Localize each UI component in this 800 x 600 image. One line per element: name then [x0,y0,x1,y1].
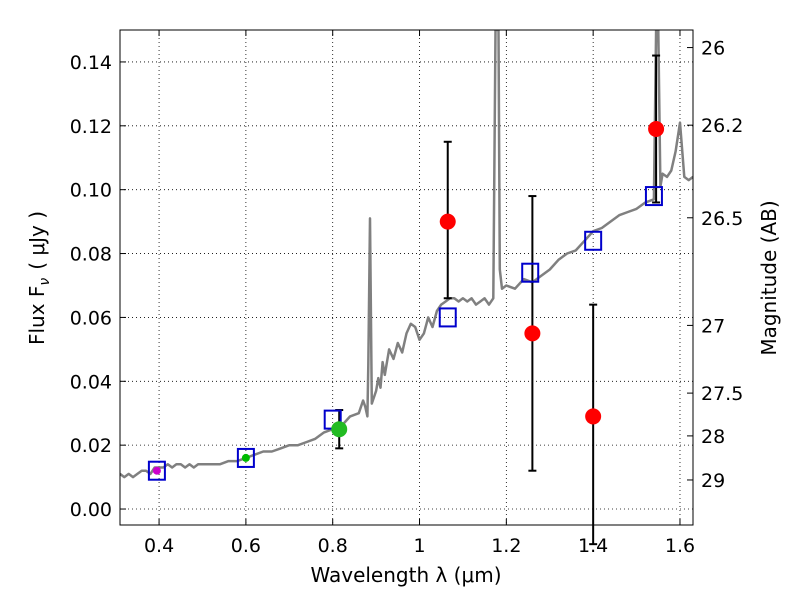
data-point [439,213,456,230]
x-axis-label: Wavelength λ (μm) [310,563,501,587]
plot-frame [119,29,694,526]
data-point [331,421,348,438]
x-tick-label: 1 [413,535,425,557]
y-tick-label: 0.04 [70,371,112,393]
y-tick-label: 0.02 [70,435,112,457]
y2-tick-label: 26.2 [701,115,743,137]
y2-tick-label: 27.5 [701,383,743,405]
y-axis: 0.00 0.02 0.04 0.06 0.08 0.10 0.12 0.14 [70,52,126,521]
y2-axis-label-group: Magnitude (AB) [757,200,781,355]
model-square [147,460,166,481]
data-point [648,121,665,137]
x-axis: 0.4 0.6 0.8 1 1.2 1.4 1.6 [144,30,695,557]
y-axis-label-sub: ν [37,278,53,286]
model-square [236,447,255,468]
y-tick-label: 0.12 [70,116,112,138]
y-tick-label: 0.06 [70,307,112,329]
y2-axis: 26 26.2 26.5 27 27.5 28 29 [687,38,743,492]
x-tick-label: 0.4 [144,535,174,557]
x-tick-label: 1.2 [491,535,521,557]
model-square [521,262,540,283]
y2-tick-label: 26 [701,38,725,60]
y-axis-label-group: Flux Fν ( μJy ) [25,211,53,345]
x-tick-label: 0.8 [318,535,348,557]
y2-axis-label: Magnitude (AB) [757,200,781,355]
x-tick-label: 0.6 [231,535,261,557]
y-tick-label: 0.08 [70,244,112,266]
x-tick-label: 1.4 [578,535,608,557]
data-point [524,325,541,342]
y-axis-label-main: Flux F [25,286,49,345]
y-axis-label-unit: ( μJy ) [25,211,49,270]
y2-tick-label: 26.5 [701,208,743,230]
y2-tick-label: 29 [701,470,725,492]
data-point [241,453,250,462]
y-axis-label: Flux Fν ( μJy ) [25,211,53,345]
x-tick-label: 1.6 [665,535,695,557]
model-square [644,186,663,207]
data-point [152,466,161,475]
y-tick-label: 0.14 [70,52,112,74]
marker-layer [147,121,665,481]
data-point [585,408,602,425]
y-tick-label: 0.10 [70,180,112,202]
y-tick-label: 0.00 [70,499,112,521]
model-square [584,230,603,251]
model-square [438,307,457,328]
y2-tick-label: 28 [701,426,725,448]
y2-tick-label: 27 [701,315,725,337]
